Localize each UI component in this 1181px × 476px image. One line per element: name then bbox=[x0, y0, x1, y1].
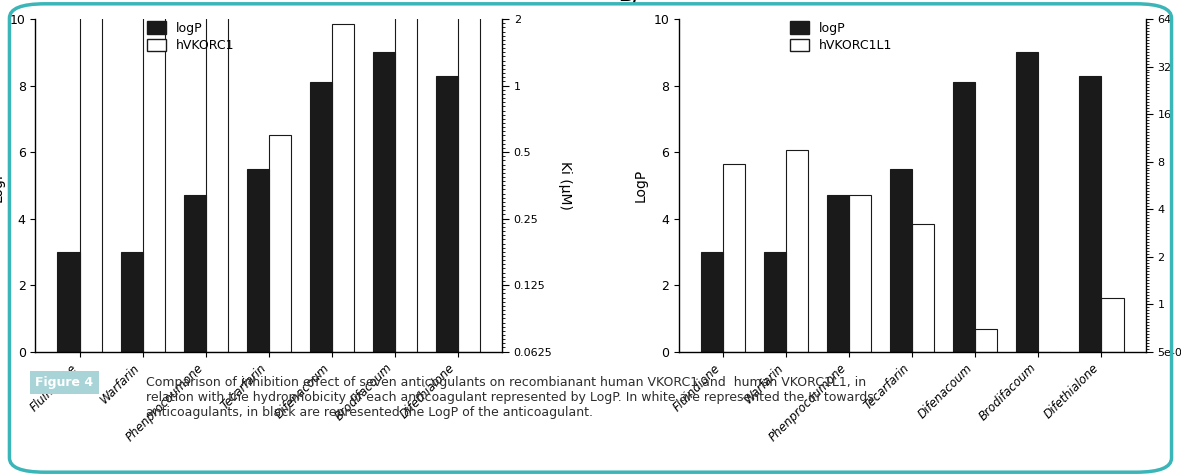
Bar bbox=[1038, 352, 1061, 415]
Bar bbox=[143, 0, 164, 352]
Bar bbox=[120, 252, 143, 352]
Bar bbox=[890, 169, 913, 352]
Legend: logP, hVKORC1: logP, hVKORC1 bbox=[144, 19, 236, 55]
Bar bbox=[309, 82, 332, 352]
Bar bbox=[827, 195, 849, 352]
Bar bbox=[1017, 52, 1038, 352]
Bar bbox=[764, 252, 787, 352]
Text: Figure 4: Figure 4 bbox=[35, 376, 93, 389]
Bar bbox=[976, 328, 998, 352]
Y-axis label: LogP: LogP bbox=[634, 169, 648, 202]
Bar bbox=[436, 76, 458, 352]
Legend: logP, hVKORC1L1: logP, hVKORC1L1 bbox=[788, 19, 895, 55]
Y-axis label: LogP: LogP bbox=[0, 169, 5, 202]
Bar bbox=[702, 252, 723, 352]
Bar bbox=[394, 0, 417, 352]
Bar bbox=[723, 164, 745, 352]
Bar bbox=[332, 24, 354, 352]
Text: B/: B/ bbox=[619, 0, 640, 5]
Bar bbox=[268, 135, 291, 352]
Bar bbox=[247, 169, 268, 352]
Bar bbox=[787, 150, 808, 352]
Bar bbox=[373, 52, 394, 352]
Bar bbox=[1102, 298, 1123, 352]
Bar bbox=[458, 0, 479, 352]
Bar bbox=[1079, 76, 1102, 352]
Bar bbox=[953, 82, 976, 352]
Bar bbox=[79, 0, 102, 352]
Bar bbox=[58, 252, 79, 352]
Bar bbox=[849, 195, 872, 352]
Text: Comparison of inhibition effect of seven anticogulants on recombianant human VKO: Comparison of inhibition effect of seven… bbox=[146, 376, 874, 419]
Y-axis label: Ki (μM): Ki (μM) bbox=[557, 161, 572, 210]
Bar bbox=[183, 195, 205, 352]
Bar bbox=[205, 0, 228, 352]
Bar bbox=[913, 224, 934, 352]
